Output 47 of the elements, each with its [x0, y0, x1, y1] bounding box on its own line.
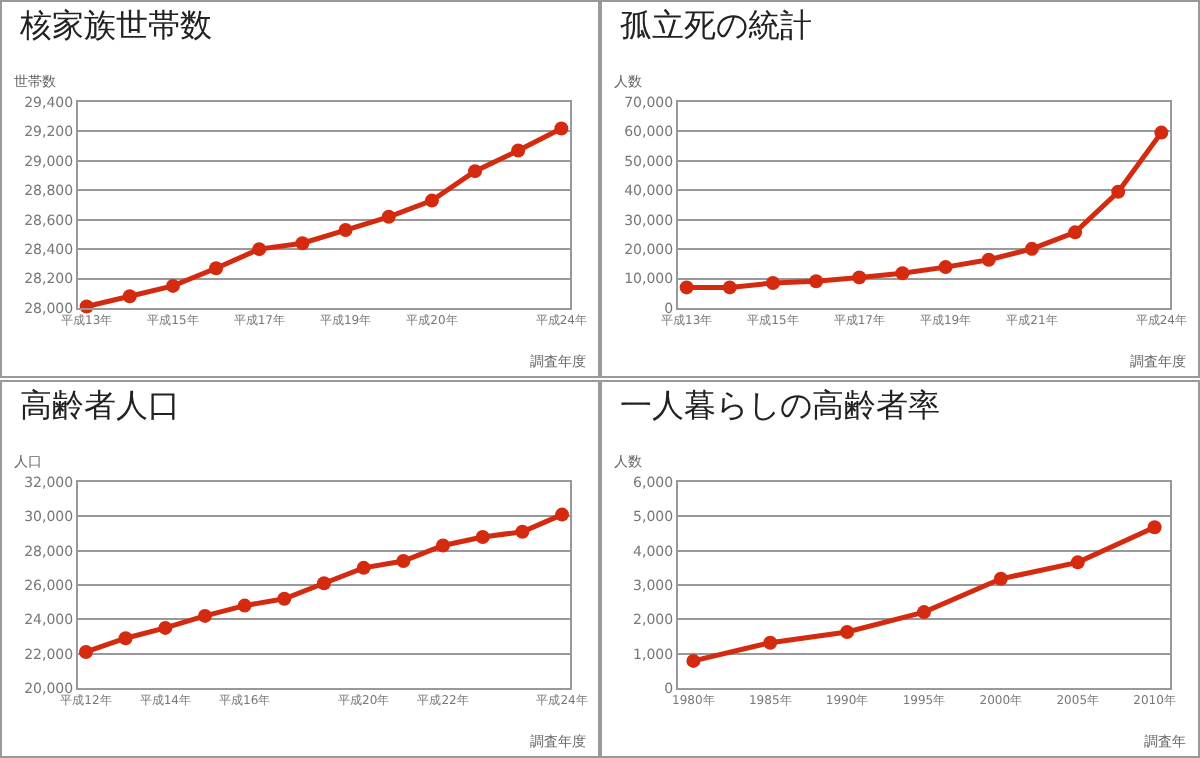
point	[381, 209, 396, 224]
point	[317, 575, 331, 590]
point	[237, 597, 252, 612]
point	[840, 624, 855, 639]
chart-title: 一人暮らしの高齢者率	[619, 384, 940, 423]
point	[122, 289, 137, 304]
point	[165, 278, 180, 293]
point	[78, 643, 93, 658]
point	[555, 506, 570, 521]
point	[917, 604, 931, 619]
point	[679, 280, 694, 295]
point	[554, 121, 569, 136]
point	[338, 223, 353, 238]
point	[515, 523, 530, 538]
point	[209, 261, 224, 276]
point	[809, 274, 824, 289]
point	[1068, 225, 1083, 240]
chart-title: 核家族世帯数	[17, 5, 212, 44]
point	[277, 590, 292, 605]
point	[763, 634, 778, 649]
point	[118, 630, 133, 645]
point	[765, 275, 780, 290]
point	[686, 652, 701, 667]
point	[396, 552, 411, 567]
point	[1154, 125, 1169, 140]
point	[1147, 519, 1162, 534]
point	[895, 266, 910, 281]
point	[252, 242, 267, 257]
point	[1024, 241, 1039, 256]
point	[981, 252, 996, 267]
point	[1111, 184, 1126, 199]
point	[938, 260, 953, 275]
point	[468, 164, 483, 179]
chart-title: 高齢者人口	[19, 384, 180, 423]
point	[356, 559, 371, 574]
point	[722, 280, 737, 295]
point	[993, 570, 1008, 585]
chart-title: 孤立死の統計	[619, 5, 812, 44]
point	[511, 143, 526, 158]
point	[197, 607, 212, 622]
point	[424, 193, 439, 208]
point	[158, 619, 173, 634]
point	[852, 270, 867, 285]
point	[1070, 554, 1085, 569]
point	[295, 236, 310, 251]
point	[475, 528, 490, 543]
point	[436, 537, 451, 552]
